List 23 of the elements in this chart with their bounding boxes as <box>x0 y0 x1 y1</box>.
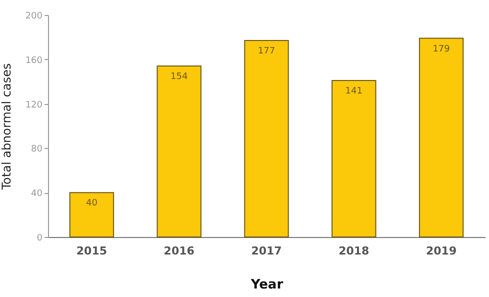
y-tick-label: 0 <box>36 234 43 244</box>
bar <box>418 38 464 238</box>
bar <box>244 40 289 238</box>
bar <box>156 66 202 238</box>
x-tick-label: 2018 <box>338 244 370 258</box>
data-label: 177 <box>258 46 276 57</box>
y-tick-label: 80 <box>31 144 43 155</box>
x-tick-label: 2017 <box>251 244 282 258</box>
bar <box>69 192 114 238</box>
x-tick-label: 2015 <box>76 244 108 258</box>
y-tick-label: 200 <box>25 12 43 22</box>
data-label: 154 <box>170 72 188 82</box>
y-tick-label: 160 <box>25 56 43 66</box>
x-tick-label: 2019 <box>426 244 457 258</box>
data-label: 179 <box>432 44 450 54</box>
x-tick-label: 2016 <box>164 244 195 258</box>
data-label: 40 <box>86 198 98 209</box>
y-tick-label: 120 <box>25 100 43 110</box>
bar <box>332 80 376 238</box>
x-axis-title: Year <box>250 278 284 292</box>
data-label: 141 <box>345 86 362 96</box>
y-tick-label: 40 <box>31 189 43 200</box>
y-axis-title: Total abnormal cases <box>0 63 14 191</box>
